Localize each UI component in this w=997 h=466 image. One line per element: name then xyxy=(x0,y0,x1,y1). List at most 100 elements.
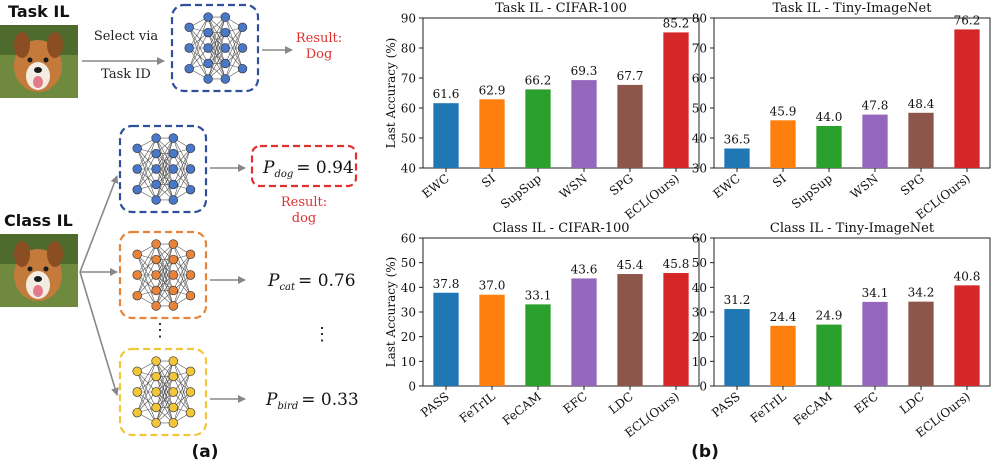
x-tick-label: WSN xyxy=(557,171,590,201)
network-edge xyxy=(136,360,157,413)
network-node xyxy=(132,270,142,280)
network-node xyxy=(168,164,179,174)
x-tick-label: PASS xyxy=(709,389,743,420)
prob-bird: Pbird = 0.33 xyxy=(265,390,359,412)
network-edge xyxy=(225,16,243,69)
bar-efc xyxy=(862,301,888,386)
network-node xyxy=(237,63,248,74)
network-edge xyxy=(173,137,191,170)
network-node xyxy=(168,356,179,366)
y-tick-label: 60 xyxy=(692,232,707,246)
bar-ecl-ours- xyxy=(663,273,689,386)
network-edge xyxy=(136,137,157,170)
x-tick-label: LDC xyxy=(606,389,636,417)
class-il-title: Class IL xyxy=(4,211,73,230)
x-tick-label: PASS xyxy=(418,389,452,420)
y-tick-label: 70 xyxy=(692,42,707,56)
bar-value-label: 33.1 xyxy=(525,288,552,302)
bar-spg xyxy=(617,84,643,168)
network-node xyxy=(151,285,161,296)
network-node xyxy=(203,74,213,84)
bar-value-label: 43.6 xyxy=(571,262,598,276)
network-node xyxy=(168,402,179,413)
network-node xyxy=(168,148,179,159)
y-tick-label: 10 xyxy=(692,355,707,369)
network-edge xyxy=(225,32,243,69)
panel-a-diagram: Task IL Select via Task ID Result: Dog C… xyxy=(0,2,359,462)
network-node xyxy=(151,387,161,397)
bar-value-label: 45.4 xyxy=(617,258,644,272)
network-edge xyxy=(173,360,191,413)
network-node xyxy=(132,290,142,301)
network-edge xyxy=(173,274,191,307)
network-edge xyxy=(188,16,209,69)
y-tick-label: 30 xyxy=(692,162,707,176)
network-node xyxy=(168,371,179,382)
chart-frame xyxy=(713,237,991,387)
network-edge xyxy=(155,360,174,408)
y-tick-label: 50 xyxy=(692,102,707,116)
svg-text:Pbird= 0.33: Pbird = 0.33 xyxy=(265,390,359,412)
bar-pass xyxy=(433,292,459,386)
network-node xyxy=(184,22,194,33)
network-node xyxy=(168,239,179,249)
network-edge xyxy=(136,391,157,424)
network-edge xyxy=(173,168,191,201)
bar-value-label: 45.9 xyxy=(770,104,797,118)
bar-value-label: 62.9 xyxy=(479,83,506,97)
x-tick-label: SPG xyxy=(607,171,636,198)
network-node xyxy=(168,133,179,143)
network-node xyxy=(151,133,161,143)
network-node xyxy=(220,43,231,53)
bar-value-label: 34.2 xyxy=(908,286,935,300)
y-tick-label: 50 xyxy=(401,132,416,146)
bar-value-label: 40.8 xyxy=(954,269,981,283)
network-node xyxy=(168,301,179,311)
svg-text:Pcat= 0.76: Pcat = 0.76 xyxy=(267,271,356,293)
network-edge xyxy=(207,16,226,64)
x-tick-label: FeCAM xyxy=(500,389,544,428)
network-edge xyxy=(155,243,174,307)
x-tick-label: SPG xyxy=(898,171,927,198)
y-tick-label: 30 xyxy=(401,306,416,320)
chart-title: Task IL - CIFAR-100 xyxy=(495,1,627,16)
network-edge xyxy=(155,137,174,201)
x-tick-label: EFC xyxy=(852,389,881,416)
network-edge xyxy=(155,168,174,201)
y-tick-label: 80 xyxy=(692,12,707,26)
network-node xyxy=(132,184,142,195)
bar-value-label: 37.0 xyxy=(479,279,506,293)
class-network-yellow-box xyxy=(118,347,208,437)
network-edge xyxy=(173,360,191,393)
task-id-label: Task ID xyxy=(101,67,151,82)
network-edge xyxy=(173,376,191,413)
network-node xyxy=(168,179,179,190)
network-edge xyxy=(207,47,226,80)
network-node xyxy=(168,254,179,265)
bar-fecam xyxy=(525,304,551,386)
x-tick-label: SupSup xyxy=(498,171,544,211)
network-edge xyxy=(188,16,209,49)
network-edge xyxy=(173,243,191,276)
y-tick-label: 30 xyxy=(692,306,707,320)
network-dashed-border xyxy=(118,124,208,214)
network-edge xyxy=(173,391,191,424)
network-edge xyxy=(155,153,174,201)
network-edge xyxy=(136,259,157,296)
network-dashed-border xyxy=(118,347,208,437)
task-result-class: Dog xyxy=(306,47,333,62)
bar-value-label: 61.6 xyxy=(433,87,460,101)
network-node xyxy=(185,387,196,397)
chart-title: Task IL - Tiny-ImageNet xyxy=(773,1,933,16)
panel-a-caption: (a) xyxy=(191,442,218,462)
network-edge xyxy=(188,47,209,80)
network-node xyxy=(168,195,179,205)
x-tick-label: FeTrIL xyxy=(457,389,498,425)
network-dashed-border xyxy=(118,230,208,320)
bar-value-label: 44.0 xyxy=(816,110,843,124)
x-tick-label: LDC xyxy=(897,389,927,417)
network-node xyxy=(184,63,194,74)
